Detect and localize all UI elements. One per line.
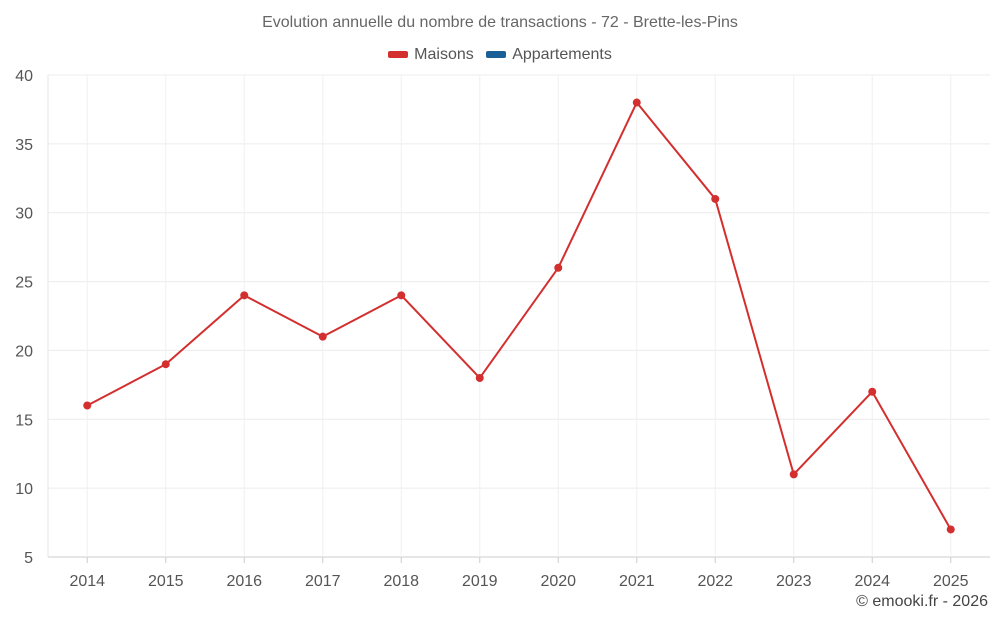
legend-item-maisons[interactable]: Maisons: [388, 46, 474, 64]
y-tick-label: 5: [24, 550, 33, 567]
legend: Maisons Appartements: [0, 45, 1000, 64]
series-maisons: [83, 98, 955, 534]
data-point: [397, 291, 406, 300]
x-tick-label: 2015: [148, 573, 184, 590]
x-tick-label: 2016: [226, 573, 262, 590]
legend-label-maisons: Maisons: [414, 45, 474, 63]
data-point: [240, 291, 249, 300]
data-point: [711, 194, 720, 203]
chart-title: Evolution annuelle du nombre de transact…: [262, 14, 738, 31]
x-tick-label: 2020: [540, 573, 576, 590]
legend-label-appartements: Appartements: [512, 45, 612, 63]
x-tick-label: 2024: [854, 573, 890, 590]
legend-swatch-maisons: [388, 51, 409, 58]
legend-item-appartements[interactable]: Appartements: [486, 46, 612, 64]
y-tick-label: 15: [15, 412, 33, 429]
x-tick-label: 2025: [933, 573, 969, 590]
legend-swatch-appartements: [486, 51, 507, 58]
data-point: [83, 401, 92, 410]
data-point: [789, 470, 798, 479]
grid: [47, 74, 990, 558]
y-tick-label: 10: [15, 481, 33, 498]
data-point: [161, 360, 170, 369]
data-point: [632, 98, 641, 107]
y-tick-label: 30: [15, 206, 33, 223]
data-point: [868, 387, 877, 396]
x-tick-label: 2022: [697, 573, 733, 590]
x-tick-label: 2018: [383, 573, 419, 590]
series-line-maisons: [86, 101, 952, 530]
x-tick-label: 2023: [776, 573, 812, 590]
x-tick-label: 2014: [69, 573, 105, 590]
data-point: [475, 373, 484, 382]
x-tick-label: 2017: [305, 573, 341, 590]
y-tick-label: 25: [15, 275, 33, 292]
y-tick-label: 40: [15, 68, 33, 85]
y-tick-label: 35: [15, 137, 33, 154]
x-tick-label: 2021: [619, 573, 655, 590]
y-tick-label: 20: [15, 343, 33, 360]
data-point: [318, 332, 327, 341]
data-point: [946, 525, 955, 534]
data-point: [554, 263, 563, 272]
x-tick-label: 2019: [462, 573, 498, 590]
credit: © emooki.fr - 2026: [856, 593, 988, 610]
